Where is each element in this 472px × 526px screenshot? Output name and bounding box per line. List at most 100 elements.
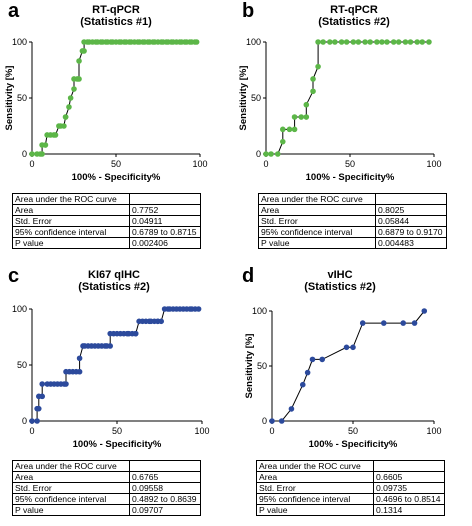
- roc-point: [327, 39, 333, 45]
- roc-point: [76, 368, 83, 375]
- x-tick-label: 0: [263, 159, 268, 169]
- roc-point: [67, 95, 74, 101]
- table-row: Area 0.8025: [258, 204, 447, 216]
- roc-point: [81, 48, 87, 54]
- table-value: 0.004483: [375, 237, 447, 249]
- roc-point: [158, 318, 164, 325]
- table-row: Std. Error 0.05844: [258, 215, 447, 227]
- table-value: 0.6605: [373, 471, 445, 483]
- roc-point: [319, 356, 326, 363]
- x-tick-label: 100: [192, 159, 207, 169]
- roc-point: [303, 101, 310, 108]
- roc-point: [76, 76, 82, 82]
- table-label: 95% confidence interval: [12, 493, 130, 505]
- roc-point: [320, 39, 326, 45]
- table-header-empty: [129, 460, 201, 472]
- roc-point: [291, 126, 298, 133]
- panel-letter: a: [8, 0, 20, 22]
- roc-point: [298, 114, 305, 120]
- roc-point: [332, 39, 338, 45]
- roc-point: [407, 39, 414, 45]
- roc-point: [66, 104, 72, 110]
- table-row: 95% confidence interval 0.4696 to 0.8514: [256, 493, 445, 505]
- chart-title: KI67 qIHC: [88, 269, 140, 281]
- roc-point: [76, 58, 82, 64]
- panel-letter: c: [8, 265, 20, 287]
- roc-point: [303, 114, 310, 120]
- x-tick-label: 100: [426, 159, 441, 169]
- x-tick-label: 50: [345, 159, 355, 169]
- table-value: 0.1314: [373, 504, 445, 516]
- roc-point: [379, 39, 385, 45]
- roc-point: [288, 406, 295, 412]
- y-axis-label: Sensitivity [%]: [238, 66, 249, 131]
- roc-chart-a: RT-qPCR (Statistics #1) 0 50 100 0 50 100 100%…: [4, 4, 208, 183]
- roc-point: [61, 123, 67, 129]
- roc-point: [63, 381, 69, 387]
- panel-letter: b: [242, 0, 255, 22]
- table-row: Area 0.6605: [256, 471, 445, 483]
- roc-point: [315, 63, 321, 70]
- table-row: Std. Error 0.09735: [256, 482, 445, 494]
- table-value: 0.4696 to 0.8514: [373, 493, 445, 505]
- y-tick-label: 50: [17, 360, 27, 370]
- x-axis-label: 100% - Specificity%: [309, 439, 398, 450]
- roc-point: [343, 344, 350, 351]
- y-tick-label: 0: [22, 149, 27, 159]
- roc-point: [268, 151, 274, 157]
- roc-point: [350, 344, 356, 351]
- table-header-row: Area under the ROC curve: [258, 193, 447, 205]
- roc-point: [76, 355, 83, 362]
- y-tick-label: 100: [246, 37, 261, 47]
- roc-panel-c: c KI67 qIHC (Statistics #2) 0 50 100 0 50 100…: [0, 263, 236, 526]
- x-tick-label: 50: [112, 426, 122, 436]
- roc-curve-line: [266, 41, 429, 155]
- roc-point: [278, 418, 285, 424]
- table-value: 0.09735: [373, 482, 445, 494]
- roc-point: [414, 39, 420, 45]
- y-tick-label: 0: [256, 149, 261, 159]
- chart-subtitle: (Statistics #2): [318, 16, 390, 28]
- roc-point: [39, 381, 46, 387]
- roc-point: [132, 330, 139, 337]
- roc-point: [384, 39, 390, 45]
- roc-point: [280, 126, 286, 133]
- roc-point: [71, 86, 77, 92]
- roc-point: [309, 356, 316, 363]
- x-tick-label: 100: [194, 426, 209, 436]
- x-tick-label: 50: [348, 426, 358, 436]
- roc-point: [400, 320, 407, 326]
- roc-point: [62, 114, 69, 120]
- table-label: 95% confidence interval: [258, 226, 376, 238]
- roc-point: [350, 39, 357, 45]
- roc-point: [291, 114, 298, 120]
- roc-stats-table: Area under the ROC curve Area 0.6765 Std…: [12, 460, 201, 516]
- y-tick-label: 100: [12, 37, 27, 47]
- y-tick-label: 100: [252, 306, 267, 316]
- table-label: Std. Error: [12, 215, 130, 227]
- table-value: 0.6879 to 0.9170: [375, 226, 447, 238]
- roc-point: [380, 320, 387, 326]
- chart-subtitle: (Statistics #2): [78, 281, 150, 293]
- table-header-empty: [373, 460, 445, 472]
- table-value: 0.8025: [375, 204, 447, 216]
- roc-point: [193, 39, 200, 45]
- y-tick-label: 0: [262, 416, 267, 426]
- table-header-row: Area under the ROC curve: [12, 193, 201, 205]
- x-tick-label: 0: [269, 426, 274, 436]
- roc-point: [310, 76, 316, 82]
- y-tick-label: 100: [12, 304, 27, 314]
- x-axis-label: 100% - Specificity%: [306, 172, 395, 183]
- x-tick-label: 0: [29, 159, 34, 169]
- roc-point: [42, 142, 49, 148]
- roc-point: [421, 308, 428, 314]
- roc-point: [107, 343, 113, 349]
- table-value: 0.09558: [129, 482, 201, 494]
- roc-panel-d: d vIHC (Statistics #2) 0 50 100 0 50 100 100% …: [236, 263, 472, 526]
- roc-point: [419, 39, 426, 45]
- table-row: 95% confidence interval 0.6879 to 0.9170: [258, 226, 447, 238]
- roc-chart-c: KI67 qIHC (Statistics #2) 0 50 100 0 50 100 10…: [12, 269, 210, 450]
- roc-point: [274, 151, 281, 157]
- roc-point: [395, 39, 402, 45]
- panel-letter: d: [242, 265, 255, 287]
